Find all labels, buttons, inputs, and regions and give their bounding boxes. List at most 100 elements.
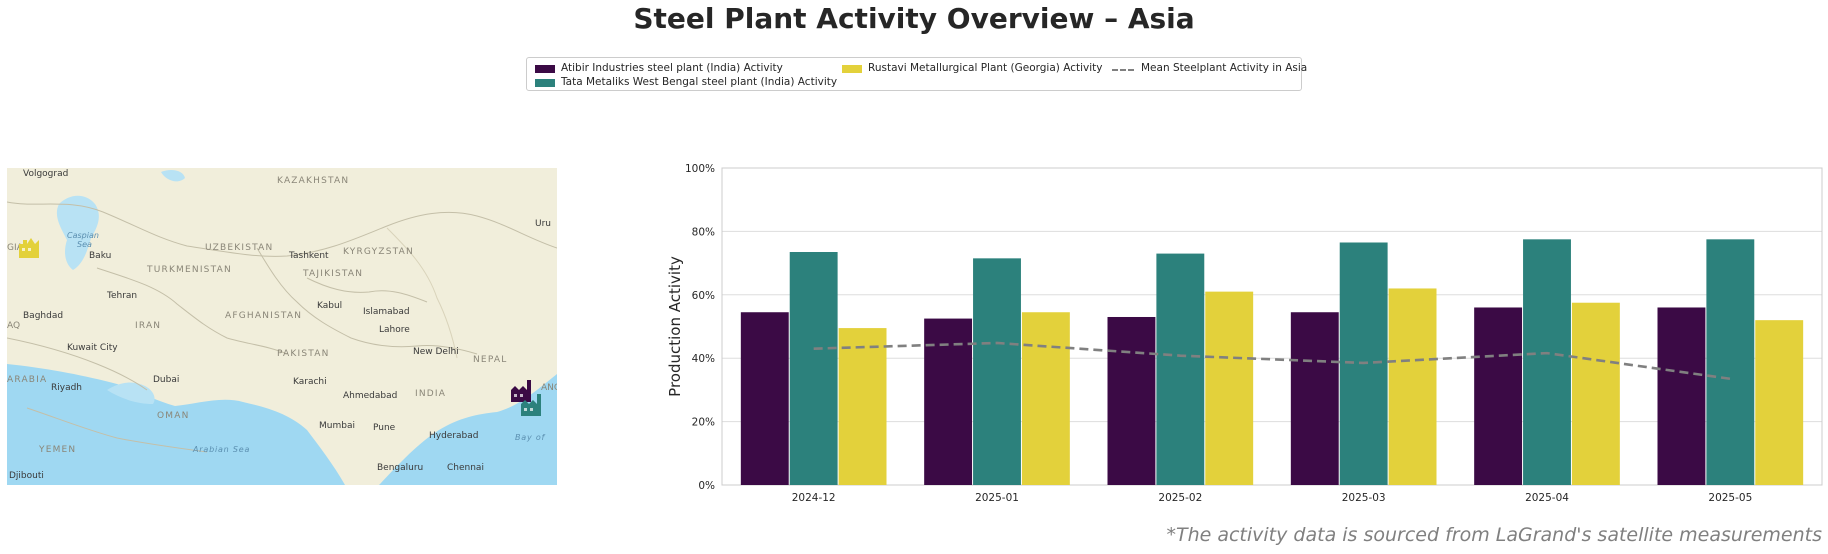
legend-label-atibir: Atibir Industries steel plant (India) Ac… <box>561 62 783 74</box>
map-label-arabiansea: Arabian Sea <box>192 445 250 454</box>
x-tick-label: 2025-02 <box>1158 492 1202 504</box>
map-label-karachi: Karachi <box>293 377 327 387</box>
map-label-gia: GIA <box>7 243 24 253</box>
y-tick-label: 0% <box>698 480 715 492</box>
map-border-1 <box>7 201 557 257</box>
map-label-india: INDIA <box>415 389 446 399</box>
bar-series-0-2025-02 <box>1107 316 1156 485</box>
legend-swatch-rustavi <box>842 65 862 73</box>
grid-layer <box>722 167 1822 486</box>
x-tick-label: 2025-03 <box>1342 492 1386 504</box>
map-label-dubai: Dubai <box>153 375 179 385</box>
factory-icon <box>19 238 39 258</box>
bar-series-1-2025-04 <box>1523 239 1571 485</box>
map-label-baghdad: Baghdad <box>23 311 63 321</box>
map-arabian-sea <box>7 364 345 485</box>
map-border-3 <box>256 247 478 355</box>
mean-line-layer <box>813 341 1731 381</box>
asia-map: Volgograd KAZAKHSTAN Caspian Sea Baku UZ… <box>7 168 557 485</box>
legend-swatch-atibir <box>535 65 555 73</box>
legend-line-mean <box>1112 69 1134 71</box>
bar-series-0-2025-04 <box>1474 307 1523 485</box>
map-label-uzbekistan: UZBEKISTAN <box>205 243 273 253</box>
bar-series-0-2025-05 <box>1657 307 1706 485</box>
bar-series-2-2025-02 <box>1205 291 1254 485</box>
map-label-iran: IRAN <box>135 321 161 331</box>
map-label-turkmenistan: TURKMENISTAN <box>146 265 232 275</box>
bar-series-1-2025-01 <box>973 258 1021 485</box>
map-label-ahmedabad: Ahmedabad <box>343 391 397 401</box>
legend-swatch-tata <box>535 79 555 87</box>
map-label-newdelhi: New Delhi <box>413 347 459 357</box>
map-bay-of-bengal <box>379 374 557 485</box>
legend-label-rustavi: Rustavi Metallurgical Plant (Georgia) Ac… <box>868 62 1103 74</box>
map-label-tehran: Tehran <box>106 291 137 301</box>
factory-icon <box>521 394 541 416</box>
bar-series-1-2025-02 <box>1156 253 1205 485</box>
map-label-arabia: ARABIA <box>7 375 47 385</box>
map-label-aq: AQ <box>7 321 20 331</box>
map-svg: Volgograd KAZAKHSTAN Caspian Sea Baku UZ… <box>7 168 557 485</box>
bar-series-0-2025-03 <box>1290 312 1339 485</box>
map-label-yemen: YEMEN <box>38 445 76 455</box>
map-label-bayof: Bay of <box>515 433 546 442</box>
y-tick-label: 40% <box>692 353 715 365</box>
map-label-bengaluru: Bengaluru <box>377 463 423 473</box>
footnote: *The activity data is sourced from LaGra… <box>1166 524 1822 546</box>
map-border-5 <box>7 337 148 391</box>
x-tick-label: 2025-04 <box>1525 492 1569 504</box>
bar-series-1-2024-12 <box>789 252 838 485</box>
legend-label-tata: Tata Metaliks West Bengal steel plant (I… <box>561 76 838 88</box>
bar-series-0-2025-01 <box>924 318 973 485</box>
map-label-pune: Pune <box>373 423 396 433</box>
map-label-kazakhstan: KAZAKHSTAN <box>277 176 349 186</box>
map-label-ang: ANG <box>541 383 557 393</box>
plot-frame <box>721 167 1823 486</box>
map-label-hyderabad: Hyderabad <box>429 431 479 441</box>
map-label-uru: Uru <box>535 219 551 229</box>
x-tick-label: 2025-05 <box>1708 492 1752 504</box>
map-label-pakistan: PAKISTAN <box>277 349 330 359</box>
map-label-baku: Baku <box>89 251 111 261</box>
bar-series-2-2025-03 <box>1388 288 1437 485</box>
map-caspian-sea <box>56 195 99 270</box>
map-label-lahore: Lahore <box>379 325 410 335</box>
bar-series-2-2025-05 <box>1755 320 1804 485</box>
legend: Atibir Industries steel plant (India) Ac… <box>526 57 1307 91</box>
map-label-djibouti: Djibouti <box>9 471 44 481</box>
map-label-mumbai: Mumbai <box>319 421 355 431</box>
factory-icon <box>511 380 531 402</box>
y-axis-label: Production Activity <box>666 256 684 397</box>
map-label-islamabad: Islamabad <box>363 307 410 317</box>
bars <box>740 239 1804 485</box>
map-label-caspian: Caspian <box>67 231 99 240</box>
map-label-nepal: NEPAL <box>473 355 507 365</box>
map-aral-sea <box>161 170 185 182</box>
chart-title: Steel Plant Activity Overview – Asia <box>633 2 1195 35</box>
map-label-chennai: Chennai <box>447 463 484 473</box>
map-label-sea: Sea <box>77 240 92 249</box>
map-persian-gulf <box>107 382 155 404</box>
map-border-4 <box>306 277 428 303</box>
y-tick-label: 80% <box>692 226 715 238</box>
bar-series-2-2025-04 <box>1571 302 1620 485</box>
map-border-2 <box>96 267 288 355</box>
map-label-kabul: Kabul <box>317 301 342 311</box>
y-tick-labels: 0% 20% 40% 60% 80% 100% <box>685 163 715 492</box>
map-label-riyadh: Riyadh <box>51 383 82 393</box>
map-label-volgograd: Volgograd <box>23 169 68 179</box>
map-label-kyrgyzstan: KYRGYZSTAN <box>343 247 414 257</box>
map-label-tajikistan: TAJIKISTAN <box>302 269 363 279</box>
map-label-tashkent: Tashkent <box>288 251 329 261</box>
map-label-afghanistan: AFGHANISTAN <box>225 311 302 321</box>
legend-label-mean: Mean Steelplant Activity in Asia <box>1141 62 1308 74</box>
bar-series-0-2024-12 <box>740 312 789 485</box>
bar-series-2-2025-01 <box>1021 312 1070 485</box>
bar-series-2-2024-12 <box>838 328 887 485</box>
x-tick-label: 2025-01 <box>975 492 1019 504</box>
y-tick-label: 60% <box>692 290 715 302</box>
y-tick-label: 100% <box>685 163 715 175</box>
map-label-oman: OMAN <box>157 411 190 421</box>
bar-series-1-2025-05 <box>1706 239 1755 485</box>
